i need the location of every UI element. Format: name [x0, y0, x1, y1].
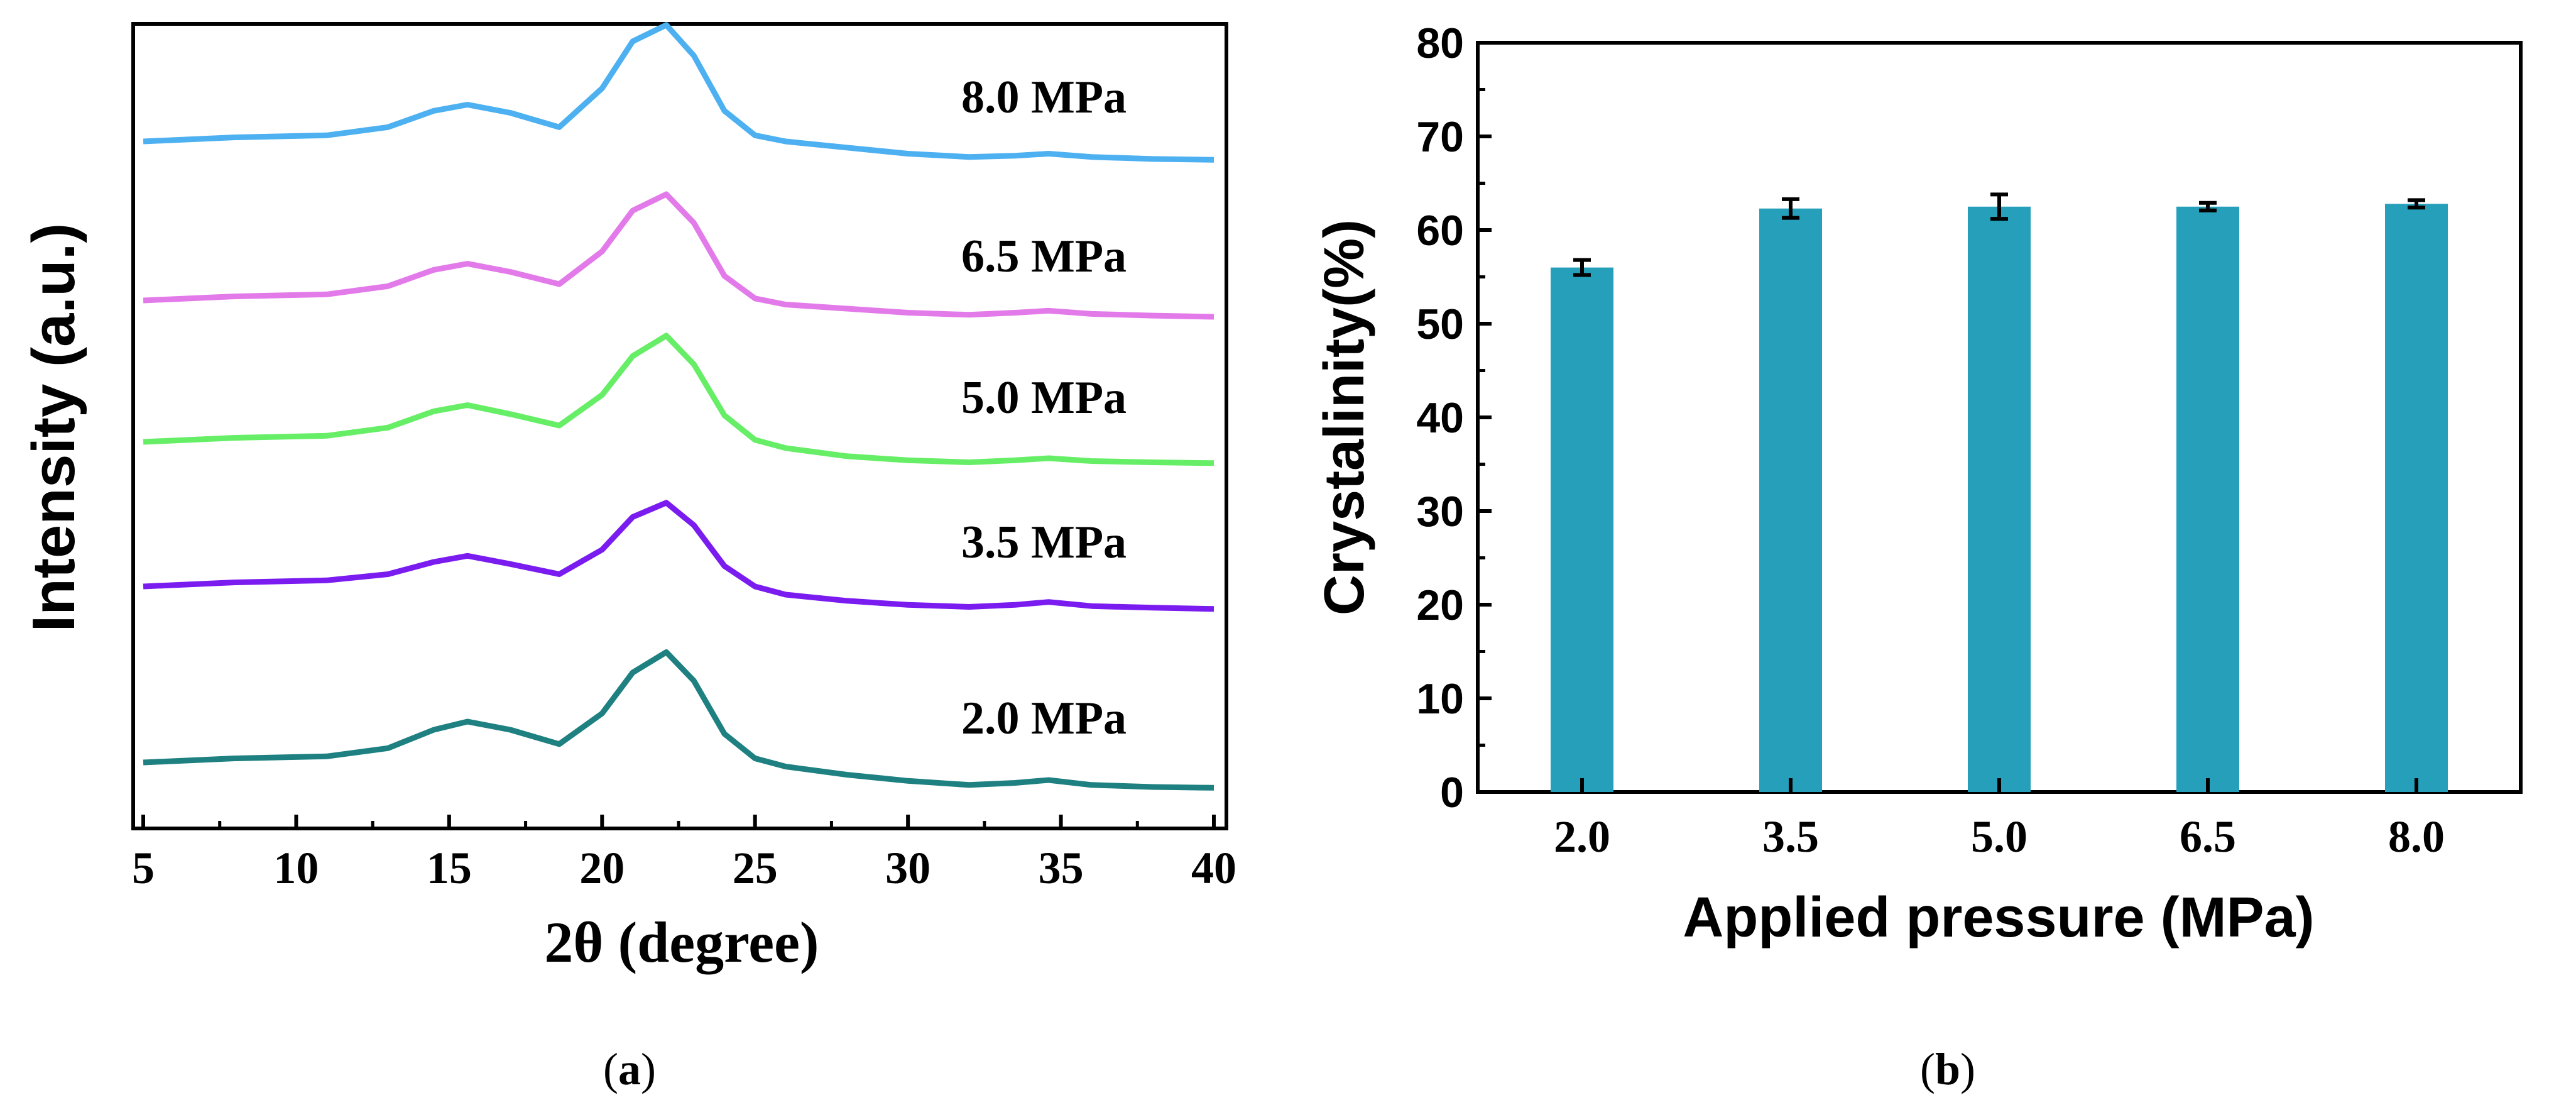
x-tick-label: 5 [132, 843, 155, 893]
y-tick-label: 50 [1416, 300, 1464, 348]
panel-b-bars [1551, 192, 2448, 793]
x-tick-label: 2.0 [1554, 811, 1610, 862]
series-line-3-5-mpa [143, 500, 1214, 612]
bar-5-0 [1968, 206, 2031, 792]
x-tick-label: 3.5 [1762, 811, 1819, 862]
panel-a-x-axis-label: 2θ (degree) [544, 910, 819, 974]
bar-3-5 [1759, 208, 1822, 793]
panel-a-series-labels: 2.0 MPa 3.5 MPa 5.0 MPa 6.5 MPa 8.0 MPa [961, 72, 1127, 744]
series-label: 5.0 MPa [961, 372, 1127, 424]
panel-b-y-axis-label: Crystalinity(%) [1313, 219, 1376, 615]
y-tick-label: 70 [1416, 113, 1464, 161]
x-tick-label: 8.0 [2388, 811, 2445, 862]
series-line-5-0-mpa [143, 333, 1214, 466]
x-tick-label: 40 [1191, 843, 1236, 893]
series-line-6-5-mpa [143, 191, 1214, 320]
series-line-2-0-mpa [143, 649, 1214, 791]
panel-b-crystallinity-chart: 0 10 20 30 40 50 60 70 80 2.0 3.5 5.0 6.5 8.0 Applie… [1313, 19, 2523, 1094]
bar-6-5 [2176, 206, 2239, 792]
x-tick-label: 5.0 [1971, 811, 2028, 862]
panel-b-y-ticks: 0 10 20 30 40 50 60 70 80 [1416, 19, 1492, 817]
y-tick-label: 60 [1416, 207, 1464, 255]
panel-a-letter: a [618, 1044, 641, 1094]
y-tick-label: 20 [1416, 581, 1464, 629]
panel-a-series [143, 22, 1214, 791]
x-tick-label: 30 [885, 843, 931, 893]
y-tick-label: 0 [1440, 769, 1464, 817]
x-tick-label: 15 [427, 843, 472, 893]
x-tick-label: 25 [733, 843, 778, 893]
y-tick-label: 80 [1416, 19, 1464, 67]
panel-a-y-axis-label: Intensity (a.u.) [20, 223, 87, 632]
panel-b-x-axis-label: Applied pressure (MPa) [1683, 886, 2314, 949]
x-tick-label: 6.5 [2180, 811, 2236, 862]
y-tick-label: 40 [1416, 394, 1464, 442]
panel-a-x-ticks: 5 10 15 20 25 30 35 40 [132, 815, 1236, 893]
x-tick-label: 10 [273, 843, 319, 893]
series-label: 6.5 MPa [961, 231, 1127, 282]
panel-a-xrd-chart: 2.0 MPa 3.5 MPa 5.0 MPa 6.5 MPa 8.0 MPa 5 10 1… [20, 22, 1236, 1094]
bar-8-0 [2385, 204, 2448, 792]
panel-b-x-ticks: 2.0 3.5 5.0 6.5 8.0 [1554, 778, 2445, 862]
x-tick-label: 20 [579, 843, 625, 893]
y-tick-label: 30 [1416, 488, 1464, 536]
series-label: 2.0 MPa [961, 693, 1127, 744]
x-tick-label: 35 [1039, 843, 1084, 893]
bar-2-0 [1551, 267, 1613, 793]
series-label: 8.0 MPa [961, 72, 1127, 123]
series-label: 3.5 MPa [961, 517, 1127, 568]
panel-a-caption: (a) [603, 1044, 656, 1094]
panel-b-letter: b [1935, 1044, 1960, 1094]
y-tick-label: 10 [1416, 675, 1464, 723]
series-line-8-0-mpa [143, 22, 1214, 163]
panel-b-caption: (b) [1920, 1044, 1975, 1094]
